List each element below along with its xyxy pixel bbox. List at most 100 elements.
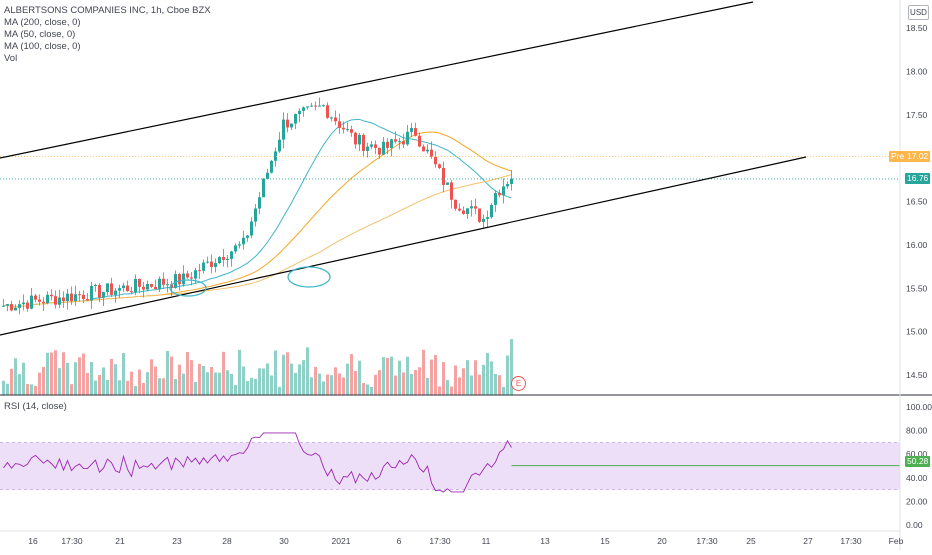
candle-body	[42, 301, 45, 304]
volume-bar	[318, 373, 321, 395]
volume-bar	[446, 380, 449, 395]
candle-body	[142, 286, 145, 290]
time-tick-label: 17:30	[429, 536, 451, 546]
volume-bar	[102, 367, 105, 395]
volume-bar	[218, 372, 221, 395]
candle-body	[282, 119, 285, 140]
volume-bar	[282, 354, 285, 395]
candle-body	[214, 263, 217, 268]
volume-bar	[346, 363, 349, 395]
candle-body	[378, 147, 381, 155]
volume-bar	[198, 363, 201, 395]
candle-body	[102, 292, 105, 298]
candle-body	[18, 304, 21, 308]
volume-bar	[386, 357, 389, 395]
volume-bar	[178, 364, 181, 395]
volume-bar	[166, 350, 169, 395]
volume-bar	[506, 355, 509, 395]
volume-bar	[142, 383, 145, 395]
candle-body	[58, 297, 61, 305]
volume-bar	[78, 357, 81, 395]
time-tick-label: 20	[657, 536, 667, 546]
legend-symbol[interactable]: ALBERTSONS COMPANIES INC, 1h, Cboe BZX	[4, 5, 211, 16]
volume-bar	[58, 368, 61, 395]
candle-body	[362, 134, 365, 151]
candle-body	[66, 293, 69, 302]
candle-body	[506, 184, 509, 187]
candle-body	[190, 277, 193, 279]
time-tick-label: 13	[540, 536, 550, 546]
candle-body	[430, 149, 433, 157]
legend-vol[interactable]: Vol	[4, 53, 18, 64]
candle-body	[318, 105, 321, 107]
candle-body	[346, 129, 349, 131]
currency-badge[interactable]: USD	[908, 5, 929, 20]
volume-bar	[258, 368, 261, 395]
legend-rsi[interactable]: RSI (14, close)	[4, 401, 67, 412]
volume-bar	[70, 384, 73, 395]
candle-body	[150, 284, 153, 287]
volume-bar	[366, 384, 369, 395]
candle-body	[426, 149, 429, 152]
volume-bar	[334, 367, 337, 395]
legend-ma100[interactable]: MA (100, close, 0)	[4, 41, 81, 52]
candle-body	[178, 274, 181, 285]
volume-bar	[382, 357, 385, 395]
candle-body	[54, 296, 57, 305]
volume-bar	[30, 384, 33, 395]
volume-bar	[230, 373, 233, 395]
volume-bar	[274, 350, 277, 395]
candle-body	[126, 285, 129, 292]
volume-bar	[490, 361, 493, 395]
volume-bar	[434, 355, 437, 395]
candle-body	[162, 278, 165, 285]
price-tick-label: 15.50	[906, 283, 928, 293]
candle-body	[250, 221, 253, 236]
volume-bar	[390, 356, 393, 395]
candle-body	[202, 262, 205, 271]
volume-bar	[2, 380, 5, 395]
candle-body	[498, 193, 501, 196]
legend-ma200[interactable]: MA (200, close, 0)	[4, 17, 81, 28]
candle-body	[46, 294, 49, 304]
volume-bar	[302, 360, 305, 395]
volume-bar	[350, 354, 353, 395]
candle-body	[466, 208, 469, 214]
earnings-marker[interactable]: E	[511, 376, 526, 391]
candle-body	[290, 123, 293, 128]
time-tick-label: 21	[115, 536, 125, 546]
rsi-tick-label: 100.00	[906, 402, 932, 412]
time-tick-label: 6	[397, 536, 402, 546]
candle-body	[122, 285, 125, 289]
volume-bar	[262, 368, 265, 395]
candle-body	[450, 182, 453, 200]
current-price-badge: 16.76	[905, 173, 931, 184]
volume-bar	[330, 375, 333, 395]
volume-bar	[186, 352, 189, 395]
volume-bar	[54, 350, 57, 395]
price-tick-label: 16.50	[906, 197, 928, 207]
lower-trendline	[0, 156, 807, 336]
candle-body	[234, 245, 237, 252]
candle-body	[198, 270, 201, 272]
time-tick-label: 2021	[332, 536, 351, 546]
candle-body	[322, 105, 325, 107]
volume-bar	[310, 377, 313, 395]
candle-body	[422, 146, 425, 152]
volume-bar	[322, 381, 325, 395]
candle-body	[22, 302, 25, 305]
legend-ma50[interactable]: MA (50, close, 0)	[4, 29, 76, 40]
time-tick-label: 16	[28, 536, 38, 546]
volume-bar	[462, 368, 465, 395]
volume-bar	[6, 383, 9, 395]
candle-body	[374, 144, 377, 148]
volume-bar	[42, 366, 45, 395]
candle-body	[434, 156, 437, 165]
candle-body	[502, 186, 505, 196]
price-tick-label: 17.50	[906, 110, 928, 120]
volume-bar	[442, 362, 445, 395]
volume-bar	[222, 351, 225, 395]
volume-bar	[86, 372, 89, 395]
